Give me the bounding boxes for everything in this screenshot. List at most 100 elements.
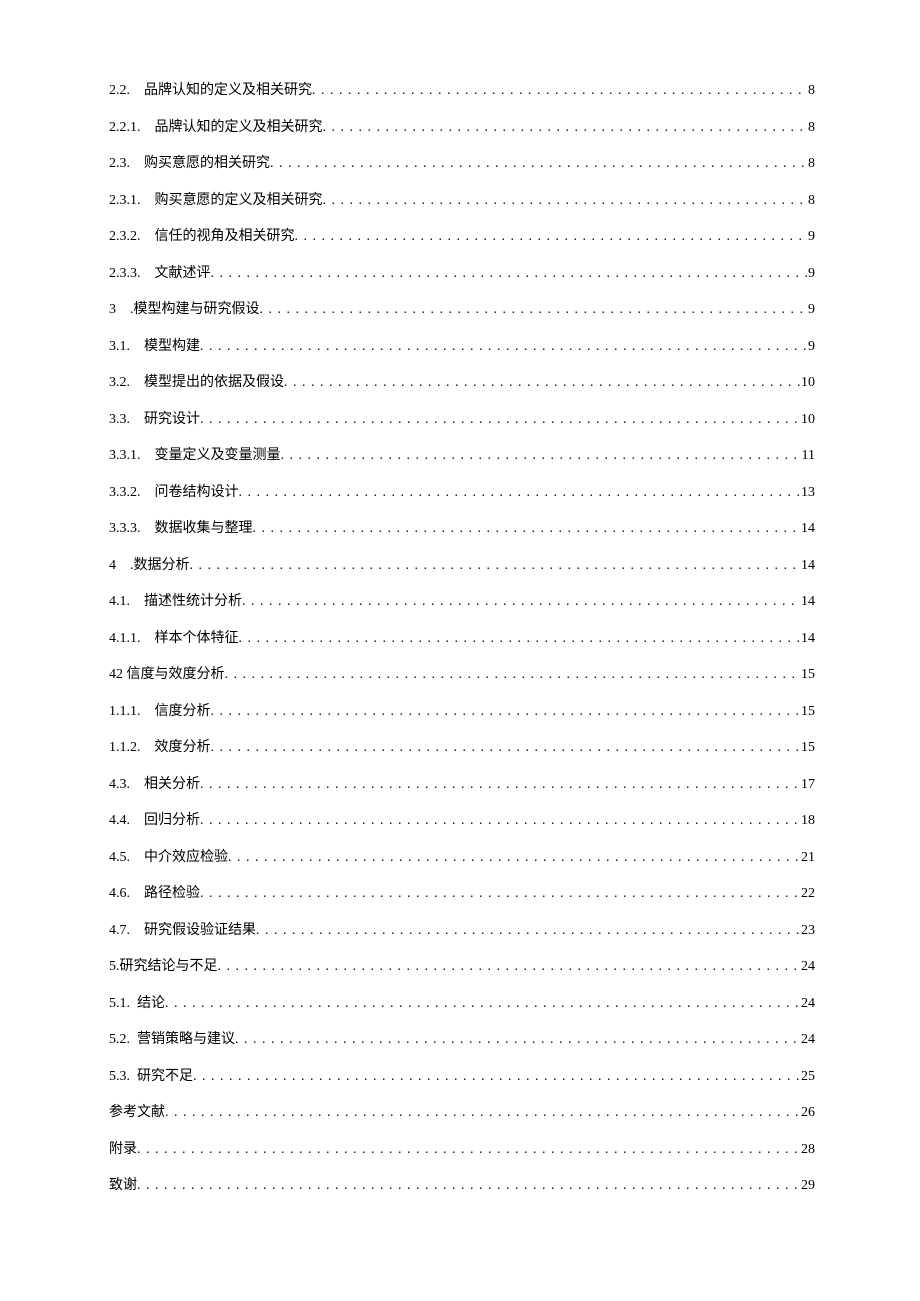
toc-entry-label: 5.3. 研究不足 [109,1070,193,1084]
toc-entry-label: 3.3.2. 问卷结构设计 [109,486,239,500]
toc-entry: 4.4. 回归分析. . . . . . . . . . . . . . . .… [109,814,815,828]
toc-entry: 致谢. . . . . . . . . . . . . . . . . . . … [109,1179,815,1193]
toc-entry-label: 1.1.1. 信度分析 [109,705,211,719]
toc-entry-page: 26 [801,1106,815,1120]
toc-entry: 4.6. 路径检验. . . . . . . . . . . . . . . .… [109,887,815,901]
toc-entry: 1.1.2. 效度分析. . . . . . . . . . . . . . .… [109,741,815,755]
toc-leader-dots: . . . . . . . . . . . . . . . . . . . . … [235,1033,801,1047]
toc-entry-page: 8 [808,194,815,208]
toc-leader-dots: . . . . . . . . . . . . . . . . . . . . … [228,851,801,865]
toc-entry: 附录. . . . . . . . . . . . . . . . . . . … [109,1143,815,1157]
toc-entry: 5.1. 结论. . . . . . . . . . . . . . . . .… [109,997,815,1011]
toc-entry-page: 22 [801,887,815,901]
toc-entry-label: 3.2. 模型提出的依据及假设 [109,376,284,390]
toc-leader-dots: . . . . . . . . . . . . . . . . . . . . … [312,84,808,98]
toc-entry-label: 5.2. 营销策略与建议 [109,1033,235,1047]
toc-entry-label: 3.1. 模型构建 [109,340,200,354]
toc-leader-dots: . . . . . . . . . . . . . . . . . . . . … [165,1106,801,1120]
toc-entry-page: 14 [801,632,815,646]
toc-leader-dots: . . . . . . . . . . . . . . . . . . . . … [211,741,802,755]
toc-entry-page: 29 [801,1179,815,1193]
toc-entry-label: 5.研究结论与不足 [109,960,218,974]
toc-leader-dots: . . . . . . . . . . . . . . . . . . . . … [137,1143,801,1157]
toc-entry: 4.5. 中介效应检验. . . . . . . . . . . . . . .… [109,851,815,865]
toc-entry-page: 10 [801,413,815,427]
toc-entry: 4.1. 描述性统计分析. . . . . . . . . . . . . . … [109,595,815,609]
toc-entry-page: 25 [801,1070,815,1084]
toc-entry: 3.3.1. 变量定义及变量测量. . . . . . . . . . . . … [109,449,815,463]
toc-leader-dots: . . . . . . . . . . . . . . . . . . . . … [190,559,802,573]
toc-leader-dots: . . . . . . . . . . . . . . . . . . . . … [253,522,802,536]
toc-entry-label: 2.3.3. 文献述评 [109,267,211,281]
toc-leader-dots: . . . . . . . . . . . . . . . . . . . . … [242,595,801,609]
toc-entry-label: 4.3. 相关分析 [109,778,200,792]
toc-leader-dots: . . . . . . . . . . . . . . . . . . . . … [193,1070,801,1084]
toc-entry-page: 24 [801,960,815,974]
toc-entry-label: 致谢 [109,1179,137,1193]
toc-entry-page: 17 [801,778,815,792]
toc-entry: 3.2. 模型提出的依据及假设. . . . . . . . . . . . .… [109,376,815,390]
toc-entry: 5.2. 营销策略与建议. . . . . . . . . . . . . . … [109,1033,815,1047]
toc-leader-dots: . . . . . . . . . . . . . . . . . . . . … [137,1179,801,1193]
toc-entry-label: 5.1. 结论 [109,997,165,1011]
toc-leader-dots: . . . . . . . . . . . . . . . . . . . . … [165,997,801,1011]
toc-leader-dots: . . . . . . . . . . . . . . . . . . . . … [200,413,801,427]
toc-entry: 5.研究结论与不足. . . . . . . . . . . . . . . .… [109,960,815,974]
toc-entry-label: 2.3. 购买意愿的相关研究 [109,157,270,171]
toc-entry-page: 14 [801,559,815,573]
toc-entry: 3.3. 研究设计. . . . . . . . . . . . . . . .… [109,413,815,427]
toc-entry-page: 13 [801,486,815,500]
toc-entry-label: 参考文献 [109,1106,165,1120]
toc-leader-dots: . . . . . . . . . . . . . . . . . . . . … [323,121,809,135]
toc-entry-page: 9 [808,340,815,354]
toc-leader-dots: . . . . . . . . . . . . . . . . . . . . … [218,960,802,974]
toc-entry-label: 3.3. 研究设计 [109,413,200,427]
toc-entry-page: 9 [808,267,815,281]
toc-entry-label: 42 信度与效度分析 [109,668,225,682]
toc-entry: 2.2. 品牌认知的定义及相关研究. . . . . . . . . . . .… [109,84,815,98]
toc-leader-dots: . . . . . . . . . . . . . . . . . . . . … [225,668,802,682]
toc-entry-label: 2.3.2. 信任的视角及相关研究 [109,230,295,244]
toc-entry-label: 3.3.3. 数据收集与整理 [109,522,253,536]
toc-entry: 2.3.3. 文献述评. . . . . . . . . . . . . . .… [109,267,815,281]
toc-entry-page: 9 [808,230,815,244]
toc-leader-dots: . . . . . . . . . . . . . . . . . . . . … [295,230,809,244]
toc-entry-label: 2.2. 品牌认知的定义及相关研究 [109,84,312,98]
toc-entry-page: 14 [801,595,815,609]
toc-entry-page: 18 [801,814,815,828]
toc-leader-dots: . . . . . . . . . . . . . . . . . . . . … [281,449,802,463]
toc-entry-label: 3 .模型构建与研究假设 [109,303,260,317]
toc-entry: 4.3. 相关分析. . . . . . . . . . . . . . . .… [109,778,815,792]
toc-entry-label: 4.6. 路径检验 [109,887,200,901]
toc-leader-dots: . . . . . . . . . . . . . . . . . . . . … [323,194,809,208]
toc-entry-page: 9 [808,303,815,317]
toc-entry-page: 14 [801,522,815,536]
toc-entry-label: 2.3.1. 购买意愿的定义及相关研究 [109,194,323,208]
toc-entry: 2.3.1. 购买意愿的定义及相关研究. . . . . . . . . . .… [109,194,815,208]
toc-entry-page: 11 [802,449,815,463]
toc-entry-page: 23 [801,924,815,938]
toc-entry-label: 2.2.1. 品牌认知的定义及相关研究 [109,121,323,135]
toc-entry-page: 15 [801,668,815,682]
toc-entry-page: 8 [808,121,815,135]
toc-entry-label: 附录 [109,1143,137,1157]
toc-entry: 3.3.2. 问卷结构设计. . . . . . . . . . . . . .… [109,486,815,500]
toc-entry-page: 24 [801,1033,815,1047]
toc-entry-page: 10 [801,376,815,390]
toc-entry: 4 .数据分析. . . . . . . . . . . . . . . . .… [109,559,815,573]
toc-leader-dots: . . . . . . . . . . . . . . . . . . . . … [260,303,809,317]
toc-entry-page: 28 [801,1143,815,1157]
toc-entry: 4.7. 研究假设验证结果. . . . . . . . . . . . . .… [109,924,815,938]
toc-entry: 2.3.2. 信任的视角及相关研究. . . . . . . . . . . .… [109,230,815,244]
toc-leader-dots: . . . . . . . . . . . . . . . . . . . . … [200,814,801,828]
toc-entry-page: 8 [808,157,815,171]
toc-leader-dots: . . . . . . . . . . . . . . . . . . . . … [211,705,802,719]
toc-entry-page: 21 [801,851,815,865]
toc-entry-label: 1.1.2. 效度分析 [109,741,211,755]
toc-entry-page: 8 [808,84,815,98]
toc-entry: 2.2.1. 品牌认知的定义及相关研究. . . . . . . . . . .… [109,121,815,135]
toc-entry-label: 4.4. 回归分析 [109,814,200,828]
toc-leader-dots: . . . . . . . . . . . . . . . . . . . . … [211,267,809,281]
toc-entry-page: 24 [801,997,815,1011]
toc-entry-label: 4.7. 研究假设验证结果 [109,924,256,938]
